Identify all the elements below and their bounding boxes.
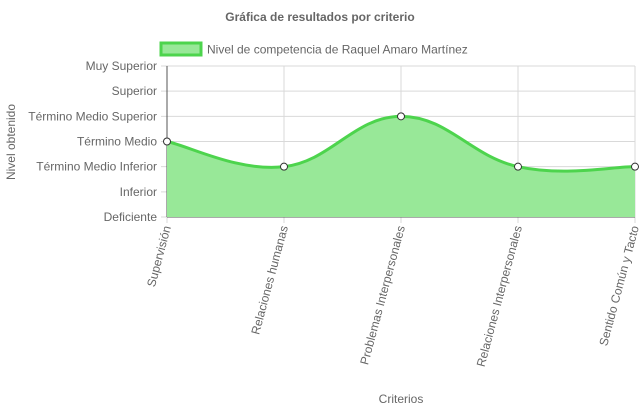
legend-swatch: [159, 41, 203, 57]
data-point[interactable]: [163, 137, 171, 146]
x-axis-label: Criterios: [379, 392, 424, 406]
x-tick-label: Relaciones Interpersonales: [474, 224, 525, 368]
y-tick-label: Muy Superior: [86, 59, 157, 73]
x-tick-label: Problemas Interpersonales: [357, 224, 408, 366]
y-axis-ticks: Deficiente Inferior Término Medio Inferior…: [28, 59, 157, 224]
chart-title: Gráfica de resultados por criterio: [225, 10, 414, 24]
data-point[interactable]: [397, 112, 405, 121]
data-point[interactable]: [631, 162, 639, 171]
legend[interactable]: Nivel de competencia de Raquel Amaro Mar…: [159, 41, 468, 57]
y-tick-label: Término Medio Superior: [28, 109, 157, 123]
y-tick-label: Superior: [112, 84, 157, 98]
x-axis-ticks: Supervisión Relaciones humanas Problemas I…: [144, 224, 639, 368]
y-tick-label: Término Medio: [77, 135, 157, 149]
data-points: [163, 112, 639, 171]
y-tick-label: Inferior: [120, 185, 157, 199]
x-tick-label: Sentido Común y Tacto: [596, 224, 639, 348]
x-tick-label: Supervisión: [144, 224, 174, 288]
series-area-fill: [167, 116, 635, 217]
y-axis-label: Nivel obtenido: [4, 104, 18, 180]
legend-label: Nivel de competencia de Raquel Amaro Mar…: [207, 43, 468, 57]
data-point[interactable]: [514, 162, 522, 171]
x-tick-label: Relaciones humanas: [248, 224, 291, 336]
data-point[interactable]: [280, 162, 288, 171]
y-tick-label: Término Medio Inferior: [36, 160, 157, 174]
y-tick-label: Deficiente: [104, 210, 158, 224]
